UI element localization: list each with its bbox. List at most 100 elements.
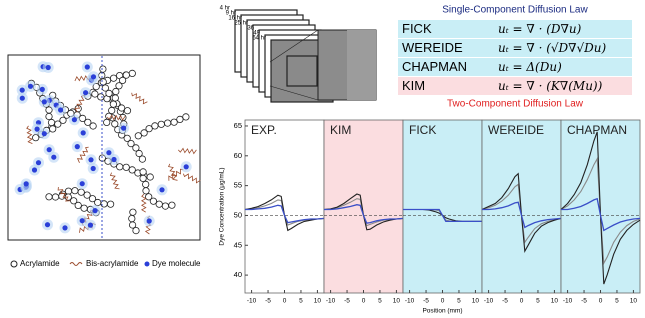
acrylamide: [103, 118, 111, 127]
y-tick-label: 40: [234, 270, 242, 279]
bis-acrylamide: [109, 172, 120, 190]
dye-molecule: [84, 64, 90, 70]
acrylamide: [47, 118, 56, 127]
legend-bis-icon: [69, 262, 83, 266]
panel-title: EXP.: [251, 123, 277, 137]
acrylamide: [115, 82, 123, 90]
bis-acrylamide: [168, 168, 184, 181]
acrylamide: [135, 149, 143, 158]
acrylamide: [83, 191, 91, 199]
legend-text: Dye molecule: [152, 259, 201, 268]
acrylamide: [51, 193, 60, 201]
acrylamide: [112, 87, 120, 96]
panel-title: FICK: [409, 123, 436, 137]
dye-molecule: [183, 164, 189, 170]
dye-molecule: [41, 99, 47, 105]
dye-molecule: [19, 95, 25, 101]
acrylamide: [123, 107, 132, 115]
bis-acrylamide: [57, 187, 71, 202]
acrylamide: [168, 201, 176, 209]
dye-molecule: [44, 222, 51, 228]
acrylamide: [91, 90, 99, 98]
acrylamide: [176, 115, 184, 124]
y-tick-label: 50: [234, 210, 242, 219]
law-name: WEREIDE: [402, 40, 463, 55]
acrylamide: [84, 118, 92, 126]
x-tick-label: -10: [326, 298, 336, 305]
acrylamide: [105, 89, 113, 98]
acrylamide: [80, 204, 88, 212]
stack-label: 36: [247, 26, 254, 32]
legend-text: Acrylamide: [20, 259, 60, 268]
x-tick-label: -10: [405, 298, 415, 305]
acrylamide: [70, 197, 78, 205]
dye-molecule: [62, 225, 68, 231]
acrylamide: [99, 65, 107, 73]
acrylamide: [74, 201, 82, 209]
bis-acrylamide: [140, 193, 147, 213]
acrylamide: [128, 215, 136, 223]
acrylamide: [122, 71, 130, 79]
acrylamide: [119, 76, 127, 85]
dye-molecule: [58, 107, 64, 113]
dye-molecule: [23, 181, 29, 187]
dye-molecule: [79, 218, 85, 224]
dye-molecule: [146, 218, 152, 224]
acrylamide: [132, 227, 140, 235]
dye-molecule: [35, 160, 42, 166]
acrylamide: [107, 200, 115, 208]
x-tick-label: -5: [502, 298, 508, 305]
bis-acrylamide: [26, 125, 33, 144]
acrylamide: [140, 129, 148, 137]
law-row-bg: [398, 58, 632, 76]
dye-molecule: [45, 64, 51, 71]
acrylamide: [118, 104, 126, 112]
acrylamide: [45, 193, 53, 201]
acrylamide: [164, 119, 172, 127]
acrylamide: [129, 208, 137, 216]
x-tick-label: 5: [615, 298, 619, 305]
bis-acrylamide: [178, 147, 197, 155]
panel-bg: [402, 119, 483, 294]
bis-acrylamide: [76, 146, 89, 163]
y-axis-label: Dye Concentration (μg/mL): [219, 167, 226, 245]
stack-label: 16 hr: [228, 16, 242, 22]
acrylamide: [127, 140, 135, 148]
acrylamide: [32, 134, 40, 142]
dye-molecule: [87, 222, 93, 228]
acrylamide: [161, 202, 169, 210]
law-equation: uₜ = Δ(Du): [498, 60, 562, 74]
law-equation: uₜ = ∇ · (K∇(Mu)): [498, 79, 603, 93]
curve: [403, 208, 482, 223]
x-tick-label: 5: [536, 298, 540, 305]
x-tick-label: -5: [581, 298, 587, 305]
dye-molecule: [71, 117, 77, 123]
x-tick-label: 0: [441, 298, 445, 305]
dye-molecule: [111, 156, 117, 163]
acrylamide: [182, 113, 190, 121]
acrylamide: [108, 106, 116, 115]
law-row-bg: [398, 77, 632, 95]
acrylamide: [145, 193, 153, 201]
acrylamide: [132, 144, 140, 152]
y-tick-label: 60: [234, 151, 242, 160]
acrylamide: [109, 100, 118, 108]
x-tick-label: 10: [472, 298, 480, 305]
acrylamide: [64, 187, 73, 195]
x-tick-label: -10: [247, 298, 257, 305]
acrylamide: [134, 132, 142, 140]
bis-acrylamide: [131, 92, 148, 105]
x-axis-label: Position (mm): [422, 308, 462, 315]
x-tick-label: 0: [520, 298, 524, 305]
acrylamide: [128, 69, 136, 78]
acrylamide: [94, 198, 102, 207]
dye-molecule: [80, 130, 86, 136]
x-tick-label: 10: [393, 298, 401, 305]
curve: [561, 197, 641, 232]
dye-molecule: [51, 154, 57, 160]
bis-acrylamide: [168, 163, 178, 181]
acrylamide: [122, 163, 130, 171]
